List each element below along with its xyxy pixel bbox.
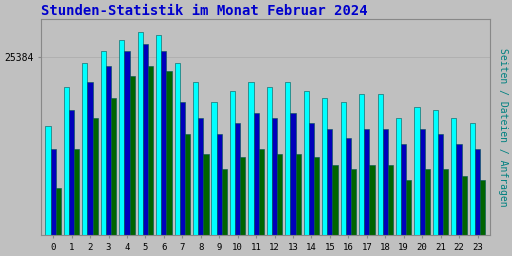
Bar [267, 87, 272, 256]
Bar [56, 188, 61, 256]
Bar [235, 123, 240, 256]
Bar [82, 63, 88, 256]
Bar [419, 129, 425, 256]
Bar [396, 118, 401, 256]
Bar [438, 134, 443, 256]
Bar [185, 134, 190, 256]
Bar [433, 110, 438, 256]
Bar [74, 149, 79, 256]
Bar [101, 51, 106, 256]
Bar [193, 82, 198, 256]
Bar [148, 66, 153, 256]
Bar [443, 169, 449, 256]
Bar [277, 154, 282, 256]
Bar [309, 123, 314, 256]
Bar [166, 71, 172, 256]
Bar [51, 149, 56, 256]
Bar [88, 82, 93, 256]
Bar [180, 102, 185, 256]
Bar [475, 149, 480, 256]
Bar [451, 118, 457, 256]
Bar [272, 118, 277, 256]
Bar [124, 51, 130, 256]
Bar [470, 123, 475, 256]
Bar [217, 134, 222, 256]
Bar [462, 176, 467, 256]
Bar [340, 102, 346, 256]
Bar [143, 44, 148, 256]
Bar [359, 94, 364, 256]
Bar [198, 118, 203, 256]
Bar [304, 91, 309, 256]
Bar [106, 66, 111, 256]
Bar [93, 118, 98, 256]
Bar [480, 180, 485, 256]
Bar [457, 144, 462, 256]
Bar [253, 113, 259, 256]
Bar [161, 51, 166, 256]
Bar [290, 113, 295, 256]
Bar [138, 32, 143, 256]
Bar [230, 91, 235, 256]
Y-axis label: Seiten / Dateien / Anfragen: Seiten / Dateien / Anfragen [498, 48, 508, 207]
Bar [248, 82, 253, 256]
Bar [240, 157, 245, 256]
Bar [351, 169, 356, 256]
Bar [407, 180, 412, 256]
Bar [259, 149, 264, 256]
Bar [130, 76, 135, 256]
Bar [327, 129, 332, 256]
Bar [156, 35, 161, 256]
Text: Stunden-Statistik im Monat Februar 2024: Stunden-Statistik im Monat Februar 2024 [41, 4, 368, 18]
Bar [377, 94, 382, 256]
Bar [203, 154, 208, 256]
Bar [388, 165, 393, 256]
Bar [414, 107, 419, 256]
Bar [175, 63, 180, 256]
Bar [425, 169, 430, 256]
Bar [222, 169, 227, 256]
Bar [382, 129, 388, 256]
Bar [285, 82, 290, 256]
Bar [401, 144, 407, 256]
Bar [332, 165, 337, 256]
Bar [211, 102, 217, 256]
Bar [295, 154, 301, 256]
Bar [369, 165, 375, 256]
Bar [64, 87, 69, 256]
Bar [69, 110, 74, 256]
Bar [364, 129, 369, 256]
Bar [111, 98, 116, 256]
Bar [346, 138, 351, 256]
Bar [314, 157, 319, 256]
Bar [322, 98, 327, 256]
Bar [46, 126, 51, 256]
Bar [119, 40, 124, 256]
